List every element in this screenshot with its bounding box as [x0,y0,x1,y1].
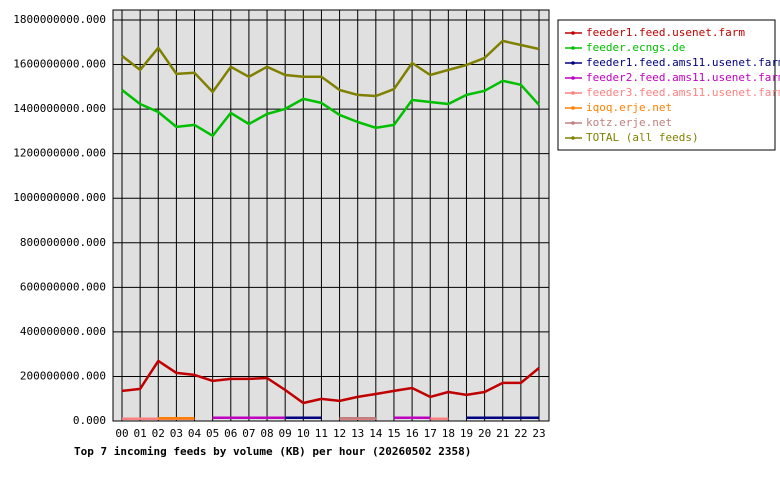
x-tick-label: 03 [170,427,183,440]
legend-box [557,19,776,151]
y-tick-label: 1200000000.000 [13,147,106,160]
x-tick-label: 09 [279,427,292,440]
y-tick-label: 200000000.000 [20,369,106,382]
y-tick-label: 1800000000.000 [13,13,106,26]
chart-title: Top 7 incoming feeds by volume (KB) per … [74,445,471,458]
y-tick-label: 800000000.000 [20,236,106,249]
x-tick-label: 01 [134,427,147,440]
y-tick-label: 1400000000.000 [13,102,106,115]
legend-label: feeder1.feed.ams11.usenet.farm [586,56,780,69]
legend-marker [571,121,575,125]
x-tick-label: 00 [115,427,128,440]
x-tick-label: 02 [152,427,165,440]
legend-label: feeder3.feed.ams11.usenet.farm [586,86,780,99]
y-tick-label: 400000000.000 [20,325,106,338]
x-tick-label: 23 [532,427,545,440]
x-tick-label: 08 [260,427,273,440]
x-tick-label: 22 [514,427,527,440]
legend-marker [571,46,575,50]
legend-label: iqoq.erje.net [586,101,672,114]
x-tick-label: 11 [315,427,328,440]
legend-label: kotz.erje.net [586,116,672,129]
y-tick-label: 1000000000.000 [13,191,106,204]
x-tick-label: 06 [224,427,237,440]
x-tick-label: 21 [496,427,509,440]
x-tick-label: 13 [351,427,364,440]
x-tick-label: 18 [442,427,455,440]
legend-marker [571,136,575,140]
y-tick-label: 600000000.000 [20,280,106,293]
legend-marker [571,61,575,65]
x-tick-label: 05 [206,427,219,440]
series-line [121,359,540,405]
x-tick-label: 12 [333,427,346,440]
x-tick-label: 04 [188,427,202,440]
plot-frame [112,9,550,422]
plot-background [113,10,549,421]
legend-label: TOTAL (all feeds) [586,131,699,144]
x-tick-label: 10 [297,427,310,440]
legend-marker [571,91,575,95]
y-tick-label: 1600000000.000 [13,58,106,71]
legend-label: feeder1.feed.usenet.farm [586,26,745,39]
x-tick-label: 15 [387,427,400,440]
series-line [121,79,540,138]
legend-marker [571,106,575,110]
x-tick-label: 16 [405,427,418,440]
legend-label: feeder.ecngs.de [586,41,685,54]
x-tick-label: 19 [460,427,473,440]
legend-label: feeder2.feed.ams11.usenet.farm [586,71,780,84]
y-tick-label: 0.000 [73,414,106,427]
legend-marker [571,31,575,35]
x-tick-label: 20 [478,427,491,440]
legend-marker [571,76,575,80]
series-line [121,39,540,98]
x-tick-label: 17 [424,427,437,440]
x-tick-label: 14 [369,427,383,440]
x-tick-label: 07 [242,427,255,440]
